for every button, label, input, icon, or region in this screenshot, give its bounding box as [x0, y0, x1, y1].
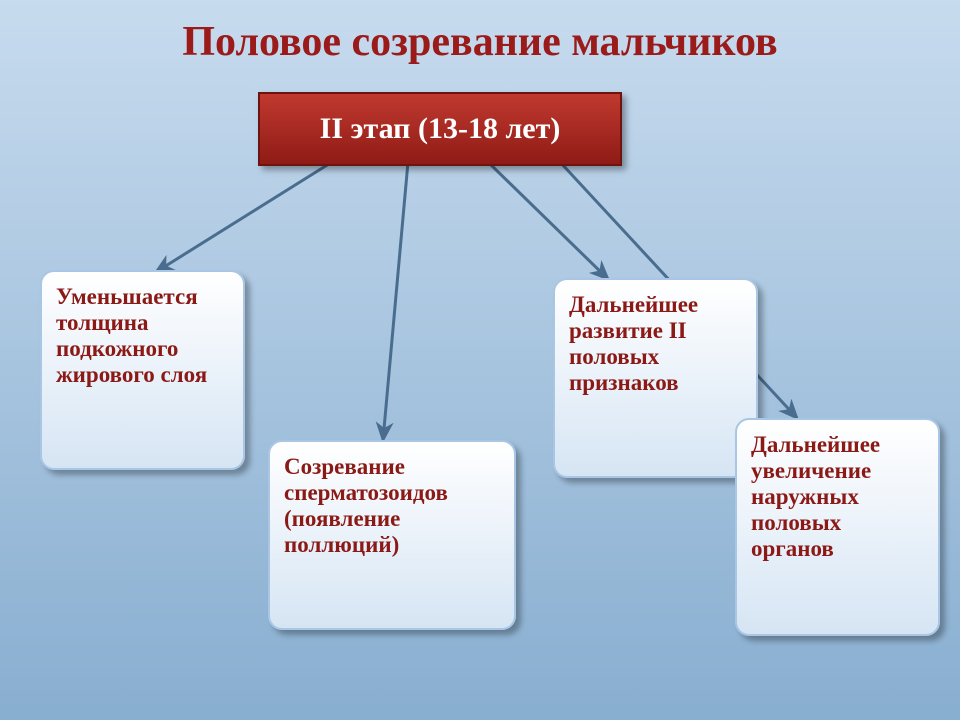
- arrow-2: [383, 162, 408, 440]
- child-node-c2: Созревание сперматозоидов (появление пол…: [268, 440, 516, 630]
- child-node-label: Дальнейшее развитие II половых признаков: [569, 292, 698, 395]
- child-node-label: Уменьшается толщина подкожного жирового …: [56, 284, 207, 387]
- root-node: II этап (13-18 лет): [258, 92, 622, 166]
- root-node-label: II этап (13-18 лет): [320, 112, 561, 146]
- page-title: Половое созревание мальчиков: [0, 18, 960, 66]
- child-node-label: Дальнейшее увеличение наружных половых о…: [751, 432, 880, 561]
- child-node-label: Созревание сперматозоидов (появление пол…: [284, 454, 448, 557]
- slide: Половое созревание мальчиков II этап (13…: [0, 0, 960, 720]
- arrow-1: [156, 162, 332, 272]
- child-node-c4: Дальнейшее увеличение наружных половых о…: [735, 418, 940, 636]
- arrow-3: [488, 162, 608, 279]
- child-node-c1: Уменьшается толщина подкожного жирового …: [40, 270, 245, 470]
- child-node-c3: Дальнейшее развитие II половых признаков: [553, 278, 758, 478]
